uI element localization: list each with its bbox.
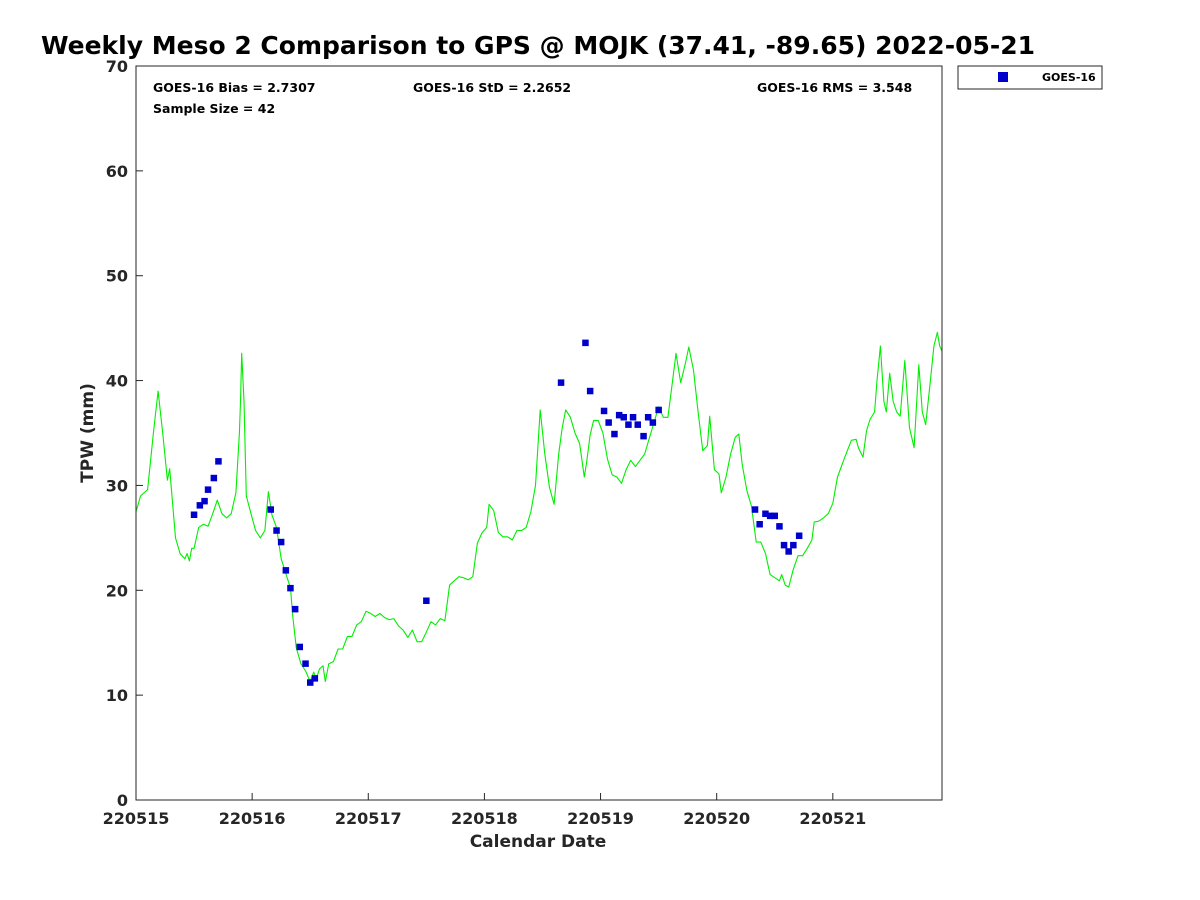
goes-16-point (785, 548, 792, 555)
goes-16-point (277, 538, 285, 546)
goes-16-point (611, 430, 618, 438)
goes-16-point (640, 432, 647, 440)
y-tick-label: 50 (106, 267, 128, 286)
goes-16-point (201, 497, 208, 505)
goes-16-point (215, 458, 222, 465)
goes-16-point (196, 502, 204, 509)
goes-16-point (625, 421, 632, 428)
goes-16-point (762, 510, 769, 517)
gps-series-layer (135, 331, 943, 683)
goes-16-point (605, 419, 612, 426)
bias-stat: GOES-16 Bias = 2.7307 (153, 80, 315, 95)
x-tick-label: 220520 (683, 809, 750, 828)
plot-frame (135, 65, 943, 801)
goes-16-point (190, 511, 198, 518)
legend-label-goes-16: GOES-16 (1042, 71, 1096, 84)
y-tick-label: 10 (106, 686, 128, 705)
goes-16-point (557, 379, 565, 386)
goes-16-point (210, 474, 218, 482)
x-tick-label: 220515 (103, 809, 170, 828)
x-tick-label: 220516 (219, 809, 286, 828)
goes-16-point (766, 512, 774, 520)
y-tick-label: 60 (106, 162, 128, 181)
goes-16-point (307, 679, 314, 686)
x-axis-label: Calendar Date (470, 832, 607, 852)
x-tick-label: 220518 (451, 809, 518, 828)
y-axis-label: TPW (mm) (78, 383, 98, 483)
goes-16-point (649, 419, 657, 426)
goes-16-point (282, 567, 290, 574)
goes-16-point (771, 512, 778, 520)
std-stat: GOES-16 StD = 2.2652 (413, 80, 571, 95)
y-axis: 0 10 20 30 40 50 60 70 (106, 57, 143, 810)
goes-16-point (586, 387, 594, 395)
gps-series-line (135, 331, 943, 683)
goes-16-point (204, 486, 212, 493)
goes-16-point (423, 597, 430, 604)
y-tick-label: 70 (106, 57, 128, 76)
x-tick-label: 220517 (335, 809, 402, 828)
goes-16-point (634, 421, 641, 428)
goes-16-point (644, 414, 652, 421)
legend-marker-goes-16 (998, 72, 1008, 82)
y-tick-label: 30 (106, 476, 128, 495)
goes-16-point (615, 411, 623, 419)
goes-16-point (620, 414, 627, 421)
goes-16-point (795, 532, 803, 539)
goes-16-point (655, 406, 662, 414)
y-tick-label: 40 (106, 372, 128, 391)
goes-16-point (311, 675, 319, 682)
goes-16-point (291, 605, 299, 613)
goes-16-point (287, 584, 294, 592)
legend-box (957, 65, 1103, 90)
goes-16-point (790, 541, 797, 549)
goes-16-point (780, 541, 788, 549)
goes-16-point (582, 339, 589, 347)
y-tick-label: 0 (117, 791, 128, 810)
goes-16-series-layer (190, 339, 803, 686)
legend: GOES-16 (957, 65, 1103, 90)
chart-title: Weekly Meso 2 Comparison to GPS @ MOJK (… (41, 31, 1035, 60)
goes-16-point (296, 643, 303, 651)
goes-16-point (267, 506, 274, 513)
goes-16-point (302, 660, 309, 667)
y-tick-label: 20 (106, 581, 128, 600)
x-axis: 220515 220516 220517 220518 220519 220520 2205… (103, 793, 866, 828)
rms-stat: GOES-16 RMS = 3.548 (757, 80, 912, 95)
goes-16-point (751, 506, 759, 513)
sample-size-stat: Sample Size = 42 (153, 101, 275, 116)
goes-16-point (273, 527, 280, 534)
goes-16-point (629, 414, 637, 421)
goes-16-point (600, 407, 608, 415)
goes-16-point (756, 521, 763, 528)
x-tick-label: 220519 (567, 809, 634, 828)
goes-16-point (776, 523, 783, 530)
x-tick-label: 220521 (799, 809, 866, 828)
